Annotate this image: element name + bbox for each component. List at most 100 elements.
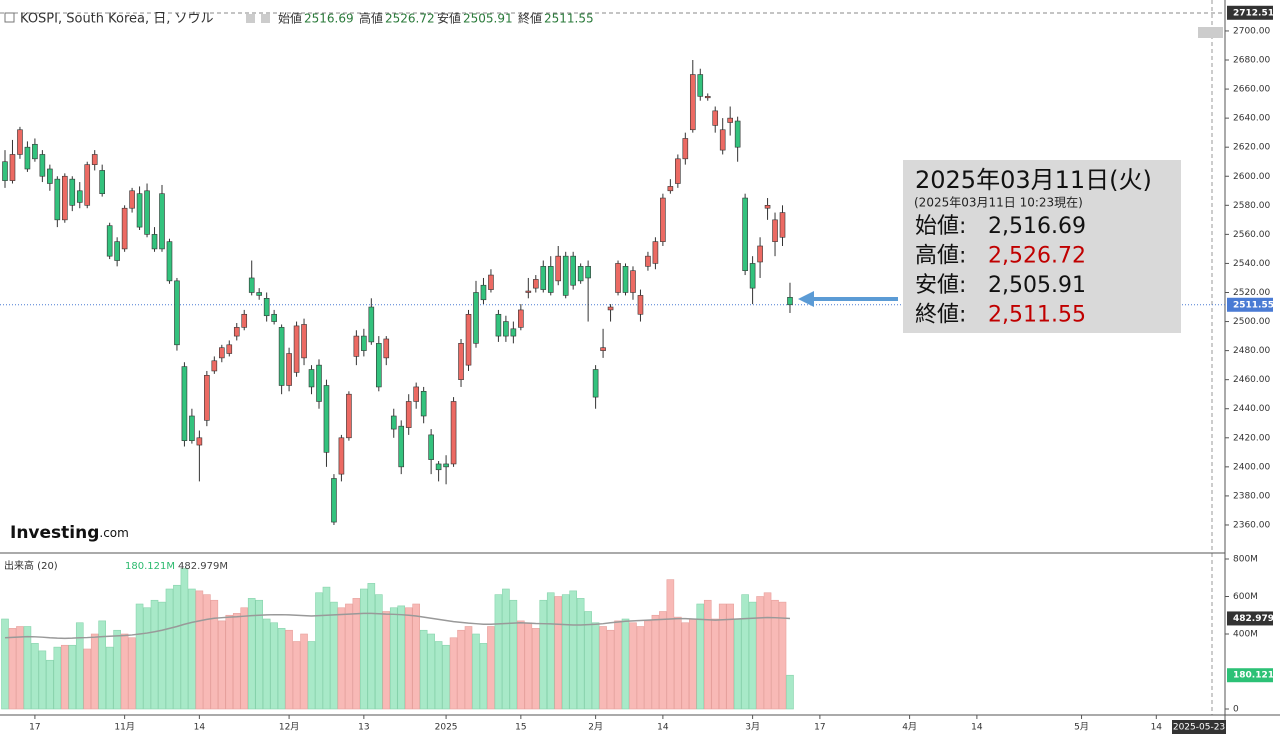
y-tick-label: 2600.00 <box>1233 172 1270 182</box>
candle-body <box>570 255 576 286</box>
volume-bar <box>427 633 435 710</box>
candle-body <box>99 170 105 194</box>
volume-bar <box>554 596 563 710</box>
brand-main: Investing <box>10 523 99 543</box>
info-box <box>903 160 1181 333</box>
volume-tick-label: 0 <box>1233 705 1239 715</box>
volume-bar <box>479 643 488 710</box>
candle-body <box>346 393 352 439</box>
candle-body <box>615 263 621 293</box>
candle-body <box>592 369 599 398</box>
candle-body <box>660 197 666 242</box>
volume-bar <box>509 599 518 710</box>
volume-value: 180.121M <box>125 561 175 572</box>
x-tick-label: 11月 <box>114 722 134 733</box>
volume-bar <box>105 646 114 710</box>
candle-body <box>645 255 651 267</box>
volume-bar <box>412 603 420 710</box>
y-tick-label: 2400.00 <box>1233 462 1270 472</box>
candle-body <box>682 138 689 160</box>
candle-body <box>458 343 464 380</box>
candle-body <box>734 120 741 148</box>
volume-badge: 180.121M <box>1233 671 1280 681</box>
info-label: 安値: <box>915 273 966 298</box>
volume-badge-box <box>1227 668 1273 683</box>
candle-body <box>450 401 457 465</box>
info-note: (2025年03月11日 10:23現在) <box>914 196 1083 210</box>
candle-body <box>779 212 786 238</box>
volume-bar <box>659 611 667 710</box>
candle-body <box>637 295 644 315</box>
candle-body <box>226 344 233 354</box>
candle-body <box>17 129 23 155</box>
volume-bar <box>128 637 136 710</box>
volume-bar <box>345 603 353 710</box>
volume-bar <box>464 626 473 710</box>
volume-bar <box>352 598 361 710</box>
candle-body <box>129 190 135 209</box>
volume-bar <box>158 601 166 710</box>
volume-bar <box>599 626 607 710</box>
x-tick-label: 14 <box>657 723 669 733</box>
volume-ma-value: 482.979M <box>178 561 228 572</box>
candle-body <box>241 313 248 328</box>
candle-body <box>503 321 509 337</box>
candle-body <box>114 241 120 261</box>
range-top-label: 2712.51 <box>1233 8 1274 18</box>
volume-bar <box>98 620 106 710</box>
volume-bar <box>434 641 443 710</box>
y-tick-label: 2700.00 <box>1233 26 1270 36</box>
collapse-icon[interactable] <box>4 12 15 23</box>
candle-body <box>413 386 419 402</box>
candle-body <box>308 369 315 388</box>
candle-body <box>368 306 375 343</box>
volume-bar <box>449 637 458 710</box>
candle-body <box>91 154 98 165</box>
candle-body <box>518 309 524 328</box>
candle-body <box>248 277 255 293</box>
candle-body <box>84 164 91 206</box>
volume-bar <box>517 620 525 710</box>
volume-ma-line <box>4 612 791 640</box>
volume-bar <box>584 611 592 710</box>
volume-bar <box>135 603 144 710</box>
icon[interactable] <box>246 14 255 23</box>
candle-body <box>757 245 763 263</box>
volume-bar <box>68 644 77 710</box>
candle-body <box>136 193 143 228</box>
ohlc-value: 2516.69 <box>304 12 354 26</box>
info-date: 2025年03月11日(火) <box>915 166 1152 194</box>
x-tick-label: 12月 <box>279 722 299 733</box>
volume-bar <box>651 614 660 710</box>
volume-bar <box>524 622 533 710</box>
info-value: 2,511.55 <box>988 303 1086 328</box>
candle-body <box>338 437 345 475</box>
candle-body <box>39 154 46 177</box>
candle-body <box>525 290 532 293</box>
volume-bar <box>292 641 301 710</box>
candle-body <box>375 343 382 388</box>
candle-body <box>323 385 330 453</box>
x-tick-label: 2025 <box>435 723 458 733</box>
last-price-label-box <box>1227 297 1273 312</box>
toolbar-icon[interactable] <box>1198 27 1223 38</box>
ohlc-label: 安値 <box>437 11 461 26</box>
candle-body <box>174 280 180 346</box>
y-tick-label: 2480.00 <box>1233 346 1270 356</box>
volume-bar <box>472 633 480 710</box>
volume-bar <box>748 601 757 710</box>
volume-bar <box>367 583 376 710</box>
y-tick-label: 2520.00 <box>1233 288 1270 298</box>
y-tick-label: 2500.00 <box>1233 317 1270 327</box>
ohlc-label: 始値 <box>278 11 302 26</box>
header: KOSPI, South Korea, 日, ソウル <box>4 12 270 27</box>
icon[interactable] <box>261 14 270 23</box>
candle-body <box>772 219 778 242</box>
volume-tick-label: 800M <box>1233 555 1258 565</box>
candle-body <box>465 313 472 366</box>
volume-bar <box>322 586 331 710</box>
volume-bar <box>703 599 712 710</box>
candle-body <box>54 178 61 221</box>
volume-bar <box>330 601 338 710</box>
